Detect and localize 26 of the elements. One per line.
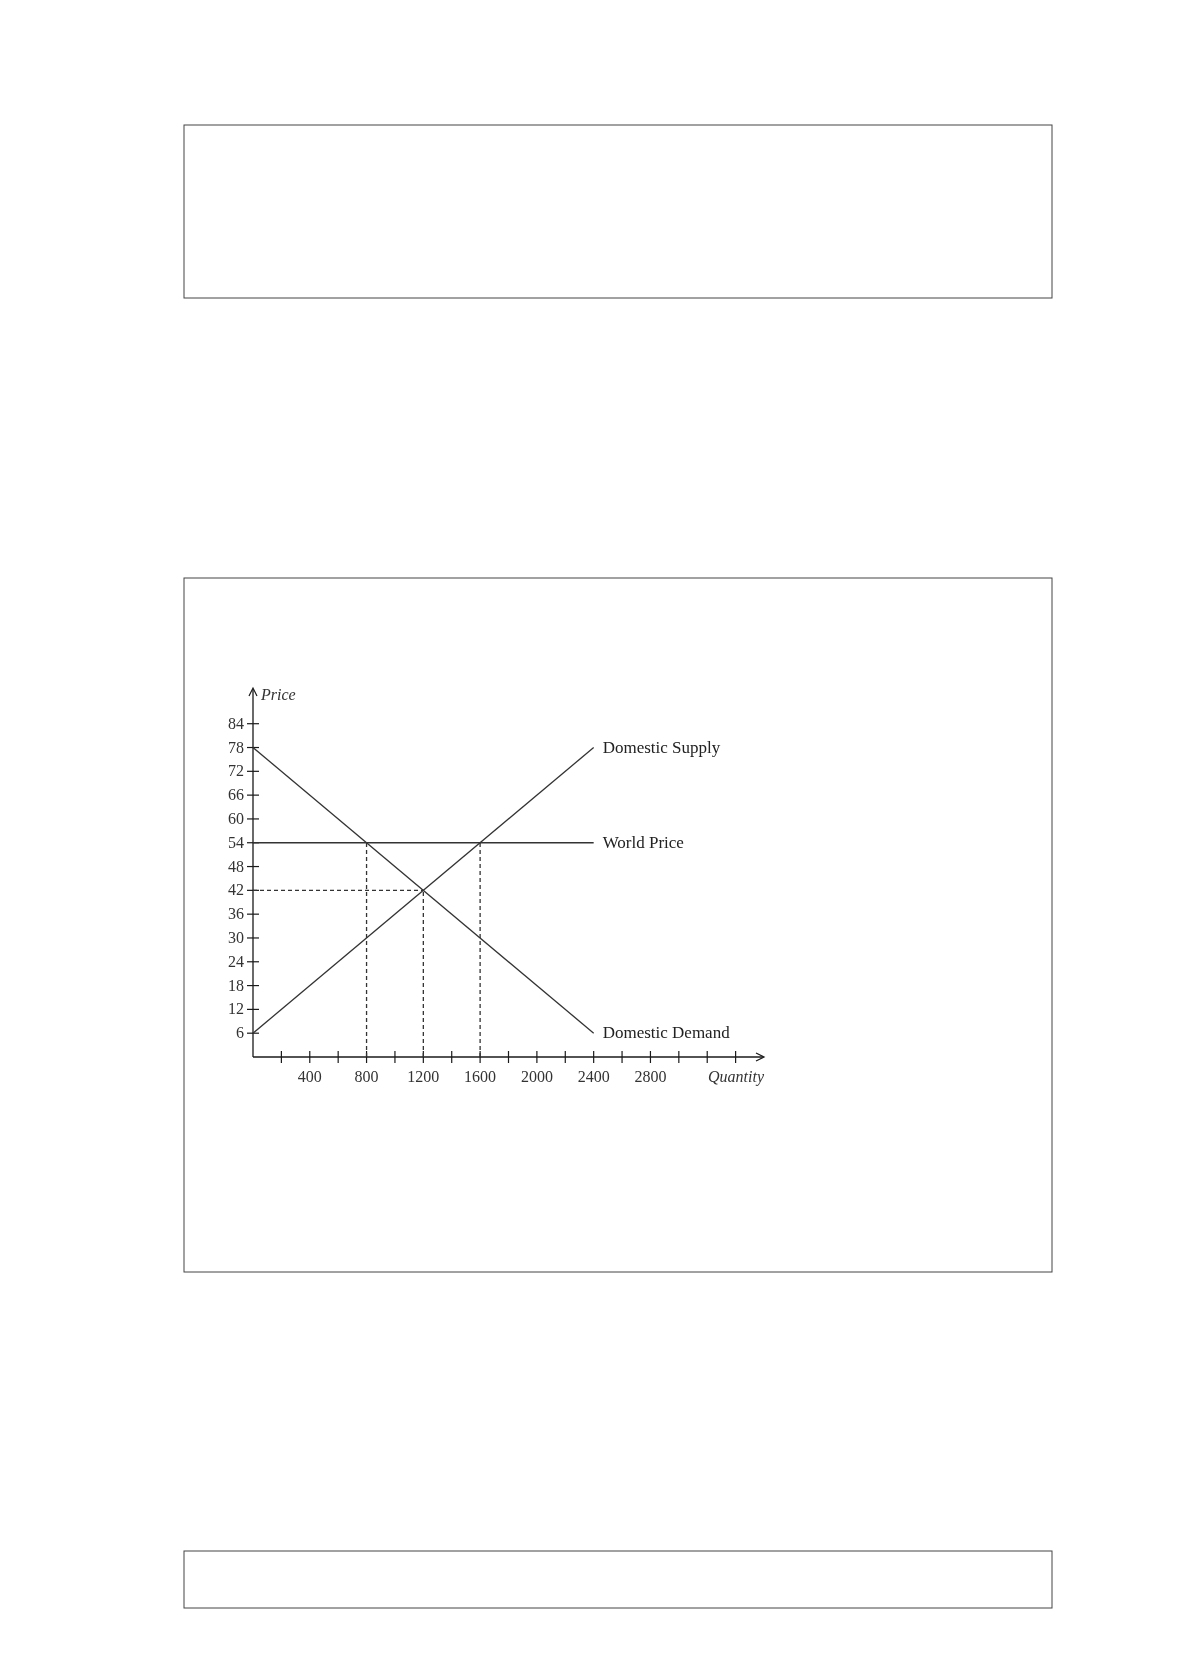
x-tick-label: 2400	[577, 1068, 610, 1085]
y-tick-label: 12	[228, 1000, 244, 1018]
y-tick-label: 72	[228, 762, 244, 780]
x-tick-label: 2000	[520, 1068, 553, 1085]
y-tick-label: 30	[228, 928, 244, 946]
x-axis-title: Quantity	[708, 1068, 765, 1086]
y-tick-label: 66	[228, 786, 244, 804]
y-tick-label: 42	[228, 881, 244, 899]
x-tick-label: 800	[354, 1068, 379, 1085]
y-tick-label: 6	[236, 1024, 244, 1042]
y-tick-label: 36	[228, 905, 244, 923]
x-tick-label: 2800	[634, 1068, 667, 1085]
series-label: Domestic Supply	[602, 737, 721, 757]
y-tick-label: 48	[228, 857, 244, 875]
y-tick-label: 84	[228, 714, 244, 732]
x-tick-label: 400	[297, 1068, 322, 1085]
x-tick-label: 1200	[407, 1068, 440, 1085]
y-tick-label: 78	[228, 738, 244, 756]
y-tick-label: 24	[228, 952, 244, 970]
y-axis-title: Price	[260, 686, 296, 703]
y-tick-label: 18	[228, 976, 244, 994]
y-tick-label: 60	[228, 809, 244, 827]
y-tick-label: 54	[228, 833, 244, 851]
x-tick-label: 1600	[464, 1068, 497, 1085]
series-label: Domestic Demand	[602, 1023, 731, 1043]
series-label: World Price	[602, 832, 684, 852]
